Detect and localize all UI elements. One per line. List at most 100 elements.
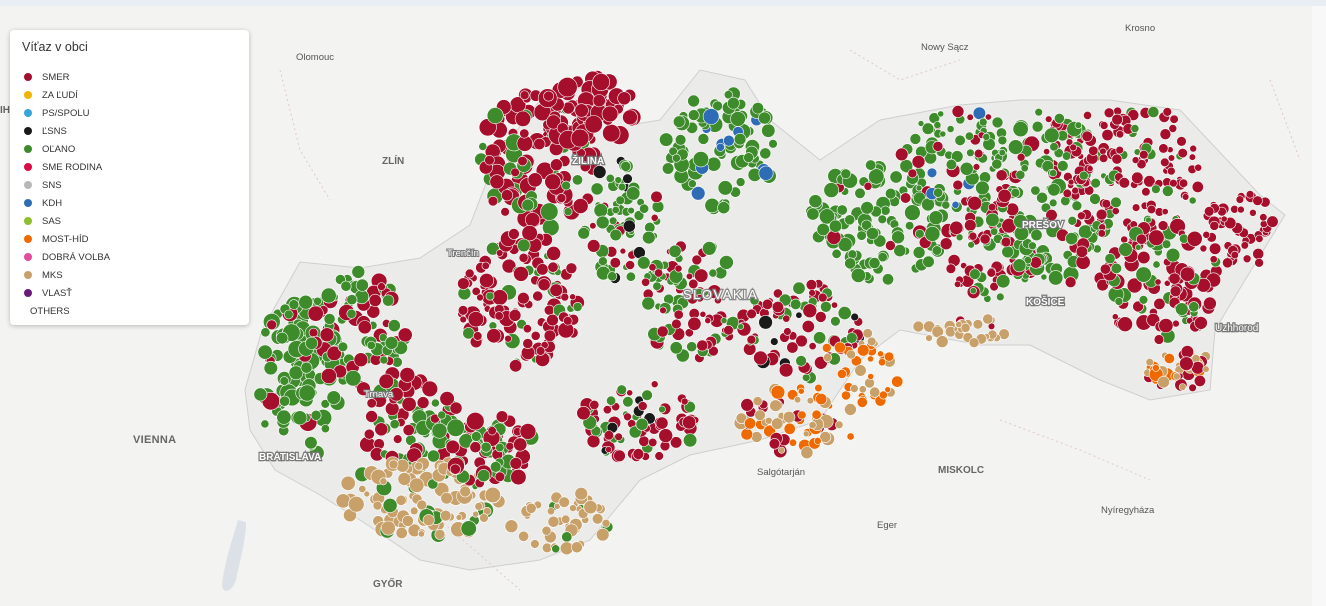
municipality-dot[interactable] xyxy=(501,258,517,274)
municipality-dot[interactable] xyxy=(1111,313,1119,321)
municipality-dot[interactable] xyxy=(543,304,555,316)
municipality-dot[interactable] xyxy=(1117,316,1133,333)
municipality-dot[interactable] xyxy=(576,406,591,421)
municipality-dot[interactable] xyxy=(481,261,490,270)
municipality-dot[interactable] xyxy=(1040,273,1048,281)
municipality-dot[interactable] xyxy=(486,328,502,344)
municipality-dot[interactable] xyxy=(1180,345,1194,359)
municipality-dot[interactable] xyxy=(836,204,848,216)
legend-item[interactable]: ZA ĽUDÍ xyxy=(24,86,110,104)
municipality-dot[interactable] xyxy=(395,526,408,539)
municipality-dot[interactable] xyxy=(484,486,501,504)
municipality-dot[interactable] xyxy=(519,128,530,139)
municipality-dot[interactable] xyxy=(884,386,892,393)
municipality-dot[interactable] xyxy=(964,219,977,232)
municipality-dot[interactable] xyxy=(326,345,342,362)
municipality-dot[interactable] xyxy=(997,135,1008,146)
municipality-dot[interactable] xyxy=(642,230,656,245)
municipality-dot[interactable] xyxy=(615,195,625,206)
municipality-dot[interactable] xyxy=(471,286,481,296)
municipality-dot[interactable] xyxy=(830,316,841,327)
municipality-dot[interactable] xyxy=(586,434,601,449)
municipality-dot[interactable] xyxy=(1158,143,1169,154)
municipality-dot[interactable] xyxy=(846,432,855,441)
legend-item[interactable]: MKS xyxy=(24,266,110,284)
municipality-dot[interactable] xyxy=(298,294,314,310)
municipality-dot[interactable] xyxy=(656,325,669,338)
municipality-dot[interactable] xyxy=(682,433,698,448)
municipality-dot[interactable] xyxy=(771,417,784,430)
municipality-dot[interactable] xyxy=(1136,159,1147,170)
municipality-dot[interactable] xyxy=(1230,250,1239,260)
municipality-dot[interactable] xyxy=(577,227,590,240)
municipality-dot[interactable] xyxy=(893,244,907,257)
municipality-dot[interactable] xyxy=(945,158,958,171)
municipality-dot[interactable] xyxy=(374,422,389,437)
municipality-dot[interactable] xyxy=(469,441,482,454)
municipality-dot[interactable] xyxy=(601,105,619,123)
municipality-dot[interactable] xyxy=(434,529,446,540)
municipality-dot[interactable] xyxy=(788,438,797,447)
municipality-dot[interactable] xyxy=(1194,316,1208,330)
municipality-dot[interactable] xyxy=(380,520,396,536)
municipality-dot[interactable] xyxy=(1099,263,1111,275)
municipality-dot[interactable] xyxy=(1252,247,1265,260)
municipality-dot[interactable] xyxy=(489,174,505,190)
municipality-dot[interactable] xyxy=(1188,301,1200,313)
municipality-dot[interactable] xyxy=(951,200,960,209)
municipality-dot[interactable] xyxy=(546,114,562,130)
municipality-dot[interactable] xyxy=(808,289,816,297)
municipality-dot[interactable] xyxy=(972,319,984,330)
municipality-dot[interactable] xyxy=(768,139,778,149)
municipality-dot[interactable] xyxy=(782,314,791,323)
municipality-dot[interactable] xyxy=(1065,138,1074,146)
municipality-dot[interactable] xyxy=(366,398,377,409)
municipality-dot[interactable] xyxy=(1095,208,1108,221)
municipality-dot[interactable] xyxy=(494,311,504,321)
municipality-dot[interactable] xyxy=(844,403,857,416)
municipality-dot[interactable] xyxy=(372,500,383,511)
municipality-dot[interactable] xyxy=(509,457,523,470)
municipality-dot[interactable] xyxy=(464,268,475,279)
municipality-dot[interactable] xyxy=(1169,179,1178,188)
municipality-dot[interactable] xyxy=(1111,113,1123,126)
municipality-dot[interactable] xyxy=(850,267,866,283)
municipality-dot[interactable] xyxy=(1172,319,1180,328)
municipality-dot[interactable] xyxy=(1145,358,1154,367)
municipality-dot[interactable] xyxy=(1169,285,1182,298)
municipality-dot[interactable] xyxy=(925,334,933,342)
municipality-dot[interactable] xyxy=(1245,190,1255,199)
municipality-dot[interactable] xyxy=(727,96,740,110)
municipality-dot[interactable] xyxy=(802,303,818,319)
municipality-dot[interactable] xyxy=(517,156,528,167)
municipality-dot[interactable] xyxy=(440,509,452,522)
municipality-dot[interactable] xyxy=(541,542,553,554)
municipality-dot[interactable] xyxy=(770,385,786,400)
municipality-dot[interactable] xyxy=(276,409,292,425)
municipality-dot[interactable] xyxy=(382,497,398,513)
municipality-dot[interactable] xyxy=(427,449,440,463)
municipality-dot[interactable] xyxy=(708,345,719,357)
municipality-dot[interactable] xyxy=(571,174,583,186)
legend-item[interactable]: OĽANO xyxy=(24,140,110,158)
municipality-dot[interactable] xyxy=(460,520,477,537)
municipality-dot[interactable] xyxy=(723,90,733,100)
municipality-dot[interactable] xyxy=(561,180,571,191)
municipality-dot[interactable] xyxy=(1255,234,1264,243)
municipality-dot[interactable] xyxy=(682,415,697,430)
municipality-dot[interactable] xyxy=(884,187,897,200)
municipality-dot[interactable] xyxy=(891,230,905,244)
municipality-dot[interactable] xyxy=(607,271,618,282)
municipality-dot[interactable] xyxy=(686,293,699,305)
municipality-dot[interactable] xyxy=(1172,372,1181,381)
municipality-dot[interactable] xyxy=(1169,114,1179,124)
municipality-dot[interactable] xyxy=(935,335,949,348)
municipality-dot[interactable] xyxy=(1151,184,1161,194)
municipality-dot[interactable] xyxy=(363,490,371,498)
municipality-dot[interactable] xyxy=(583,500,598,515)
municipality-dot[interactable] xyxy=(1266,215,1279,228)
municipality-dot[interactable] xyxy=(1153,334,1165,345)
municipality-dot[interactable] xyxy=(967,241,975,249)
municipality-dot[interactable] xyxy=(1064,276,1077,289)
municipality-dot[interactable] xyxy=(320,424,330,434)
